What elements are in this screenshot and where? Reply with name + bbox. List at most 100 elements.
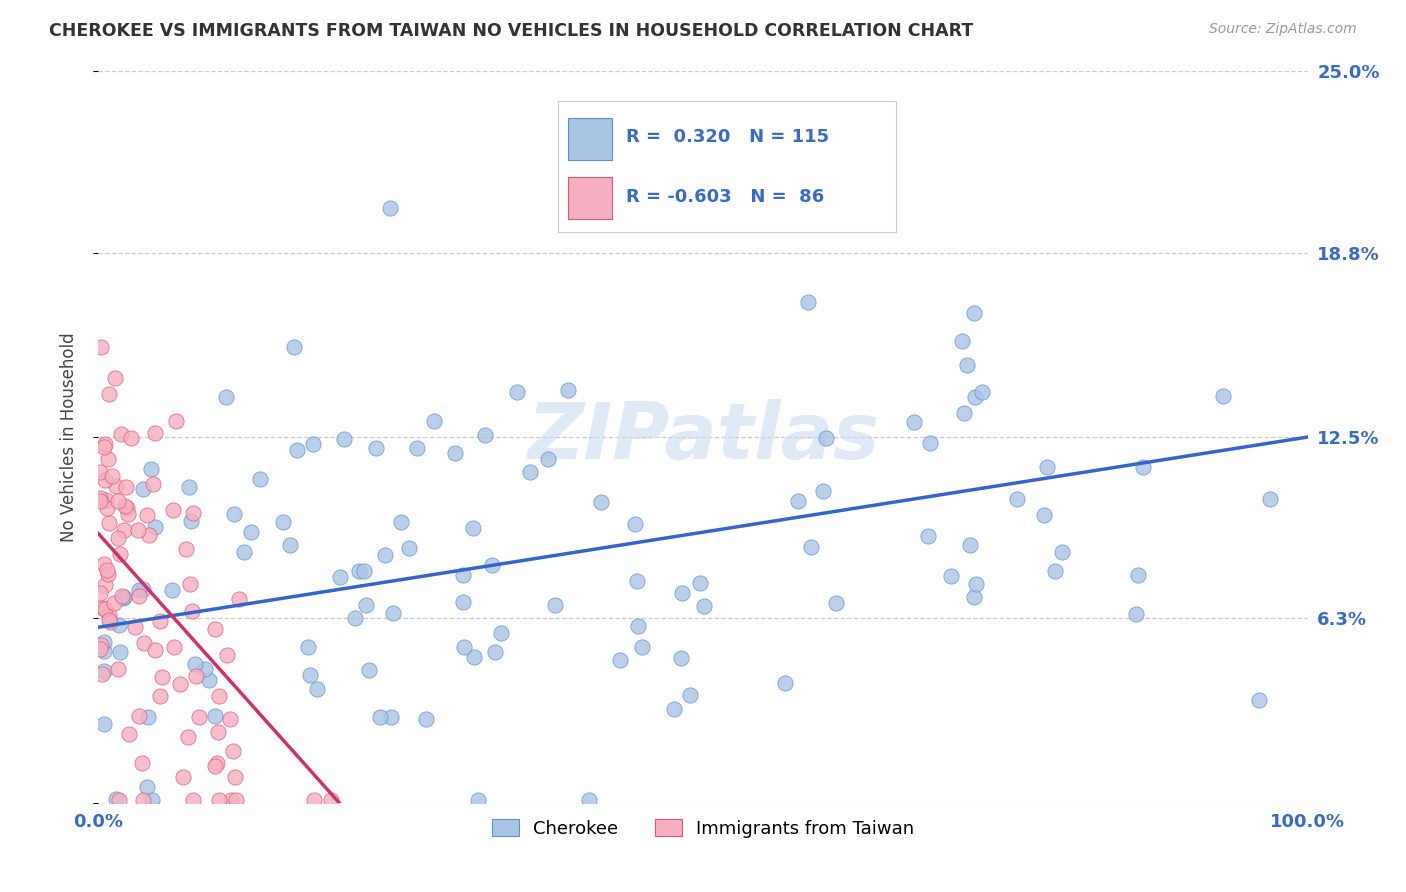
Point (956, 358, 979, 372)
Point (481, 558, 503, 573)
Point (773, 676, 796, 690)
Point (93, 578, 115, 592)
Point (207, 756, 229, 771)
Point (1126, 568, 1149, 582)
Point (953, 406, 976, 420)
Point (98, 516, 121, 530)
Point (1132, 459, 1154, 474)
Point (89, 491, 111, 505)
Point (100, 615, 122, 630)
Point (105, 479, 128, 493)
Point (128, 709, 150, 723)
Point (100, 468, 122, 483)
Point (301, 437, 323, 451)
Point (222, 508, 245, 522)
Point (136, 508, 159, 523)
Point (187, 710, 209, 724)
Point (207, 724, 229, 739)
Point (91, 667, 114, 681)
Point (453, 640, 475, 654)
Point (380, 201, 402, 215)
Point (97, 608, 120, 623)
Point (149, 614, 172, 628)
Point (787, 494, 810, 508)
Point (1125, 607, 1147, 622)
Point (208, 793, 231, 807)
Point (89, 494, 111, 508)
Point (467, 793, 489, 807)
Point (962, 591, 984, 605)
Point (184, 657, 207, 672)
Point (965, 390, 987, 404)
Point (114, 523, 136, 537)
Point (194, 662, 217, 676)
Point (174, 542, 197, 557)
Point (273, 515, 295, 529)
Point (1258, 492, 1281, 507)
Point (609, 653, 631, 667)
Point (221, 793, 243, 807)
Point (278, 538, 301, 552)
Point (160, 582, 183, 597)
Point (389, 515, 412, 529)
Point (184, 669, 207, 683)
Legend: Cherokee, Immigrants from Taiwan: Cherokee, Immigrants from Taiwan (485, 813, 921, 845)
Point (537, 452, 560, 467)
Point (692, 599, 714, 614)
Point (135, 780, 157, 794)
Point (96, 500, 118, 515)
Point (519, 466, 541, 480)
Point (93, 635, 115, 649)
Point (97, 451, 120, 466)
Point (208, 689, 231, 703)
Point (506, 385, 529, 400)
Point (299, 668, 322, 682)
Point (1036, 460, 1059, 475)
Point (354, 598, 377, 612)
Point (118, 727, 141, 741)
Point (114, 499, 136, 513)
Point (591, 495, 613, 509)
Point (228, 591, 250, 606)
Point (422, 414, 444, 428)
Point (90, 638, 112, 652)
Point (107, 793, 129, 807)
Point (461, 521, 484, 535)
Point (117, 507, 139, 521)
Point (142, 477, 165, 491)
Point (671, 586, 693, 600)
Point (108, 645, 131, 659)
Point (222, 744, 245, 758)
Point (152, 670, 174, 684)
Point (1050, 545, 1073, 559)
Point (110, 547, 132, 561)
Point (1005, 491, 1028, 506)
Point (689, 576, 711, 591)
Point (398, 541, 420, 555)
Point (353, 565, 375, 579)
Point (103, 370, 125, 384)
Point (107, 531, 129, 545)
Point (181, 506, 204, 520)
Point (679, 688, 702, 702)
Point (204, 709, 226, 723)
Point (232, 545, 254, 559)
Point (96, 563, 118, 577)
Point (344, 610, 367, 624)
Point (93, 716, 115, 731)
Point (357, 663, 380, 677)
Point (93, 644, 115, 658)
Point (98, 386, 121, 401)
Point (112, 591, 135, 605)
Point (143, 520, 166, 534)
Point (626, 574, 648, 589)
Point (366, 441, 388, 455)
Point (214, 390, 236, 404)
Point (131, 756, 153, 770)
Point (825, 596, 848, 610)
Point (204, 622, 226, 636)
Point (451, 568, 474, 582)
Point (814, 430, 837, 444)
Point (443, 446, 465, 460)
Point (93, 601, 115, 615)
